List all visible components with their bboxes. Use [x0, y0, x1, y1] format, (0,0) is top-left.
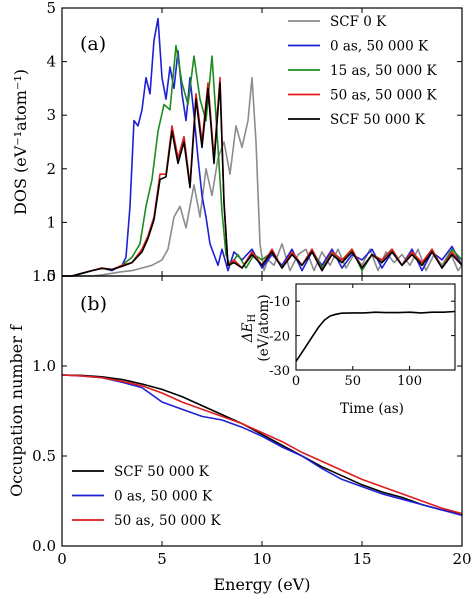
panel-a-label: (a): [80, 33, 106, 55]
panel-b-series-group: [61, 374, 463, 517]
y-tick-label: 2: [46, 160, 56, 178]
inset-series-group: [295, 310, 456, 362]
series-line-0-as-50-000-k: [61, 374, 463, 517]
legend-entry: SCF 50 000 K: [330, 112, 426, 128]
legend-entry: SCF 0 K: [330, 14, 387, 30]
y-tick-label: -10: [269, 295, 290, 310]
series-line-15-as-50-000-k: [62, 44, 463, 277]
series-line-scf-50-000-k: [62, 82, 463, 277]
panel-a: 0 1 2 3 4 5 (a) DOS (eV⁻¹atom⁻¹) SCF 0 K 0 as,…: [11, 0, 463, 285]
inset-xlabel: Time (as): [340, 401, 404, 417]
inset-ylabel-unit: (eV/atom): [256, 294, 272, 361]
series-line-50-as-50-000-k: [62, 76, 463, 277]
legend-entry: 15 as, 50 000 K: [330, 63, 438, 79]
inset-frame: [295, 283, 456, 371]
legend-entry: 0 as, 50 000 K: [114, 489, 213, 505]
y-tick-label: 1.0: [32, 357, 56, 375]
y-tick-label: 0: [46, 267, 56, 285]
x-tick-label: 15: [352, 550, 371, 568]
series-line-50-as-50-000-k: [61, 374, 463, 515]
series-line-scf-50-000-k: [61, 374, 463, 515]
x-tick-label: 5: [157, 550, 167, 568]
x-tick-label: 20: [452, 550, 471, 568]
series-line-scf-0-k: [62, 76, 463, 277]
y-tick-label: -20: [269, 330, 290, 345]
series-line-0-as-50-000-k: [62, 17, 463, 277]
panel-b-legend: SCF 50 000 K 0 as, 50 000 K 50 as, 50 000 …: [72, 464, 222, 529]
y-tick-label: 3: [46, 106, 56, 124]
inset: 0 50 100 -30 -20 -10 Time (as) ΔEH (eV/atom): [240, 283, 456, 417]
panel-a-legend: SCF 0 K 0 as, 50 000 K 15 as, 50 000 K 50 a…: [288, 14, 438, 128]
x-tick-label: 50: [345, 374, 362, 389]
series-line-curve: [295, 310, 456, 362]
panel-a-ylabel: DOS (eV⁻¹atom⁻¹): [11, 69, 30, 215]
y-tick-label: 0.0: [32, 537, 56, 555]
y-tick-label: 5: [46, 0, 56, 17]
x-tick-label: 0: [57, 550, 67, 568]
panel-b-xlabel: Energy (eV): [214, 575, 311, 594]
x-tick-label: 0: [292, 374, 300, 389]
y-tick-label: 0.5: [32, 447, 56, 465]
inset-background: [296, 284, 455, 370]
inset-ticks: 0 50 100 -30 -20 -10: [269, 284, 455, 389]
legend-entry: 50 as, 50 000 K: [330, 88, 438, 104]
inset-ylabel: ΔEH: [240, 314, 258, 344]
panel-b-frame: [61, 275, 463, 547]
panel-a-series-group: [62, 17, 463, 277]
y-tick-label: 4: [46, 53, 56, 71]
x-tick-label: 10: [252, 550, 271, 568]
inset-ylabel-symbol: ΔE: [240, 322, 256, 343]
legend-entry: SCF 50 000 K: [114, 464, 210, 480]
panel-b-ylabel: Occupation number f: [7, 324, 26, 497]
y-tick-label: 1: [46, 213, 56, 231]
panel-b-label: (b): [80, 293, 107, 315]
y-tick-label: 1.5: [32, 267, 56, 285]
panel-b: 0 5 10 15 20 0.0 0.5 1.0 1.5 (b) Occupation numb…: [7, 267, 472, 594]
x-tick-label: 100: [397, 374, 422, 389]
inset-ylabel-subscript: H: [247, 314, 258, 323]
legend-entry: 0 as, 50 000 K: [330, 39, 429, 55]
y-tick-label: -30: [269, 364, 290, 379]
panel-b-ticks: 0 5 10 15 20 0.0 0.5 1.0 1.5: [32, 267, 471, 568]
legend-entry: 50 as, 50 000 K: [114, 513, 222, 529]
